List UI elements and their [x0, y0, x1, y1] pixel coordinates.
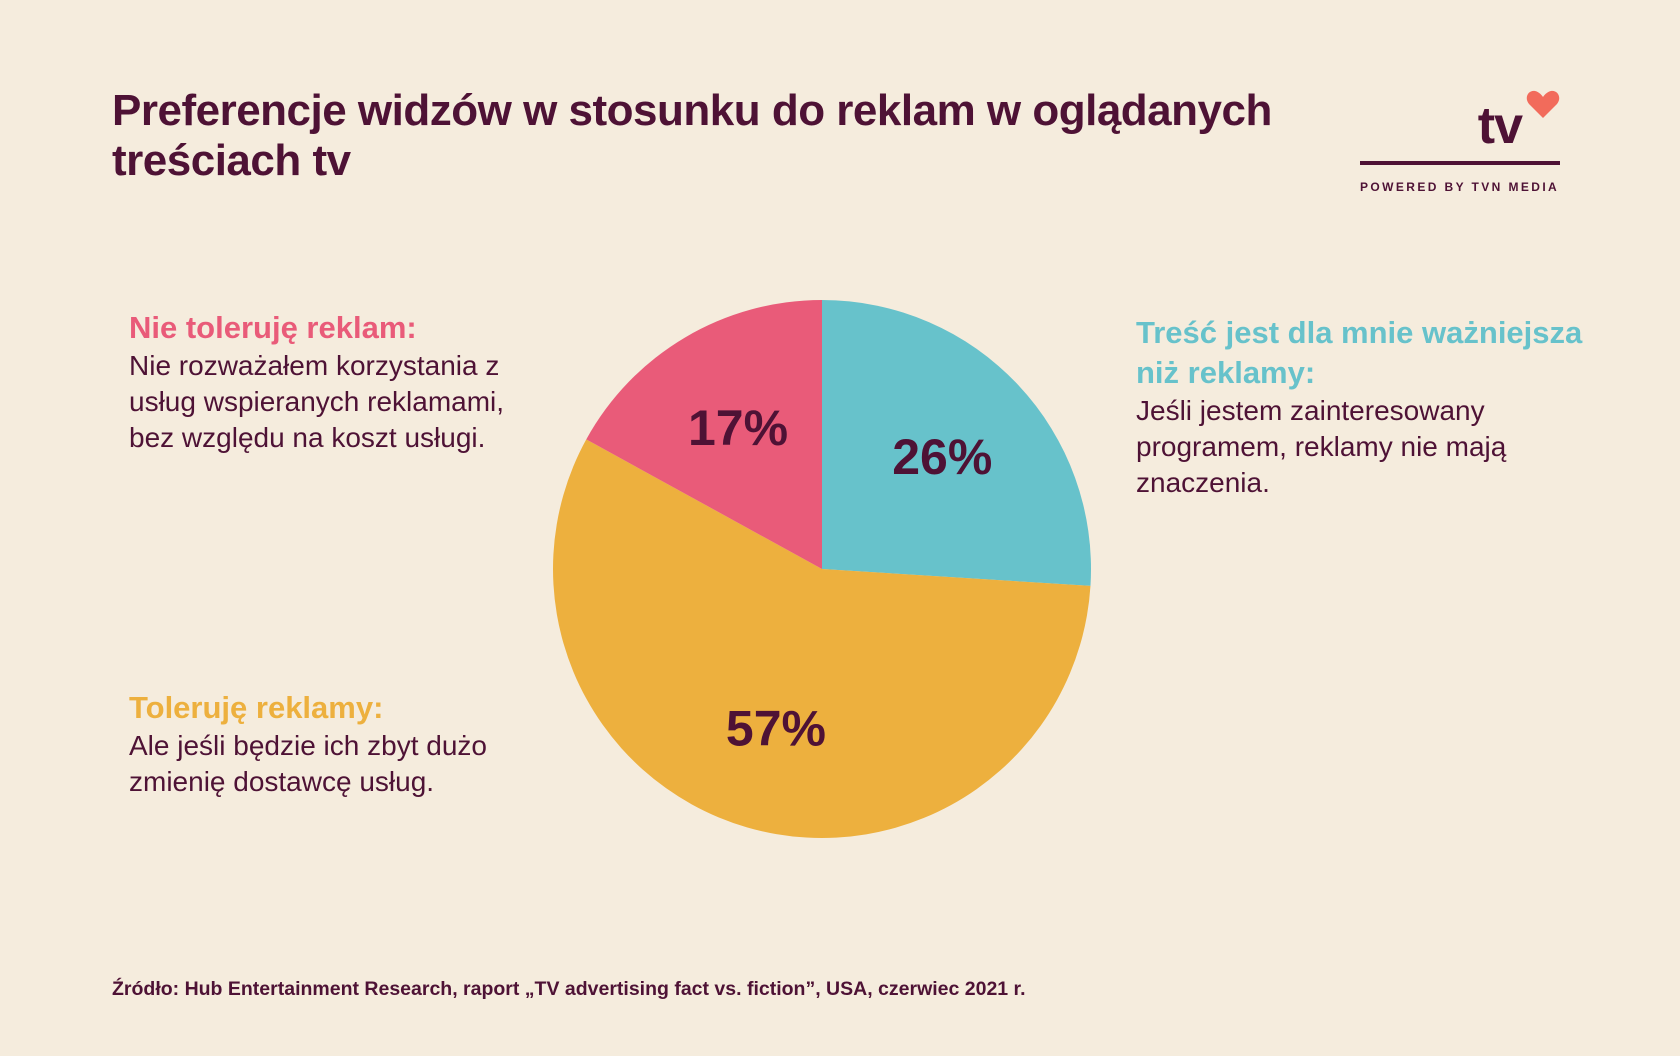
legend-block-tolerate: Toleruję reklamy: Ale jeśli będzie ich z… [129, 688, 549, 800]
tv-logo: tv POWERED BY TVN MEDIA [1360, 90, 1560, 200]
legend-block-not-tolerate: Nie toleruję reklam: Nie rozważałem korz… [129, 308, 549, 456]
logo-text: tv [1477, 97, 1523, 155]
legend-heading-not-tolerate: Nie toleruję reklam: [129, 310, 417, 345]
legend-heading-content-more-important: Treść jest dla mnie ważniejsza niż rekla… [1136, 315, 1583, 390]
pie-slice-not-tolerate [586, 300, 822, 569]
pie-slice-tolerate [553, 439, 1091, 838]
logo-divider [1360, 161, 1560, 165]
pie-slice-content-more-important [822, 300, 1092, 586]
pie-label-not-tolerate: 17% [688, 400, 788, 456]
logo-caption: POWERED BY TVN MEDIA [1360, 180, 1560, 194]
legend-block-content-more-important: Treść jest dla mnie ważniejsza niż rekla… [1136, 313, 1586, 501]
source-note: Źródło: Hub Entertainment Research, rapo… [112, 978, 1026, 1000]
pie-label-content-more-important: 26% [892, 429, 992, 485]
legend-heading-tolerate: Toleruję reklamy: [129, 690, 384, 725]
page-title: Preferencje widzów w stosunku do reklam … [112, 86, 1272, 185]
heart-icon [1526, 90, 1560, 118]
legend-description-tolerate: Ale jeśli będzie ich zbyt dużo zmienię d… [129, 730, 487, 797]
legend-description-content-more-important: Jeśli jestem zainteresowany programem, r… [1136, 395, 1507, 498]
legend-description-not-tolerate: Nie rozważałem korzystania z usług wspie… [129, 350, 505, 453]
pie-label-tolerate: 57% [726, 700, 826, 756]
